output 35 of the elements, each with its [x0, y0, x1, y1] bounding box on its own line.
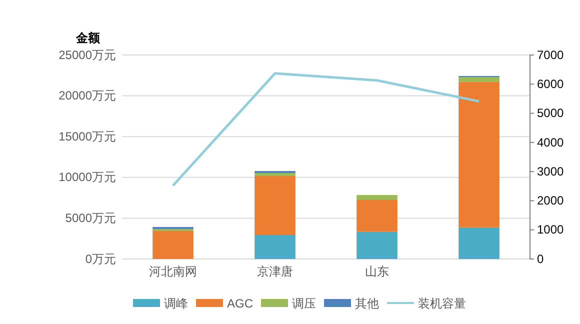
legend-label: 调压	[292, 296, 316, 310]
y-tick-label: 0万元	[85, 252, 116, 266]
legend-label: 其他	[355, 296, 380, 310]
y2-tick-label: 6000	[537, 76, 564, 91]
y-tick-label: 10000万元	[58, 170, 116, 184]
y2-tick-label: 3000	[537, 164, 564, 178]
bar	[152, 228, 194, 232]
y2-tick-label: 0	[537, 252, 544, 266]
y-axis-title: 金额	[75, 31, 101, 45]
y2-tick-label: 2000	[537, 194, 564, 208]
legend-label: 调峰	[164, 296, 188, 310]
x-tick-label: 京津唐	[257, 264, 293, 279]
bar	[254, 172, 296, 176]
y-tick-label: 25000万元	[58, 48, 116, 62]
bar	[152, 231, 194, 259]
bar	[254, 176, 296, 236]
bar	[254, 235, 296, 259]
bar	[458, 227, 500, 259]
y2-tick-label: 7000	[537, 48, 564, 62]
legend-label: 装机容量	[418, 296, 466, 310]
legend-label: AGC	[227, 296, 254, 310]
y-tick-label: 15000万元	[58, 129, 116, 144]
y-tick-label: 20000万元	[58, 88, 116, 103]
y-tick-label: 5000万元	[65, 211, 116, 226]
bar	[356, 195, 398, 200]
bar	[458, 77, 500, 82]
y2-tick-label: 1000	[537, 222, 564, 237]
y2-tick-label: 5000	[537, 106, 564, 120]
bar	[356, 232, 398, 259]
bar	[356, 200, 398, 232]
x-tick-label: 河北南网	[149, 264, 197, 279]
x-tick-label: 山东	[365, 264, 389, 279]
bar	[458, 82, 500, 228]
line-series	[172, 72, 480, 187]
y2-tick-label: 4000	[537, 135, 564, 150]
